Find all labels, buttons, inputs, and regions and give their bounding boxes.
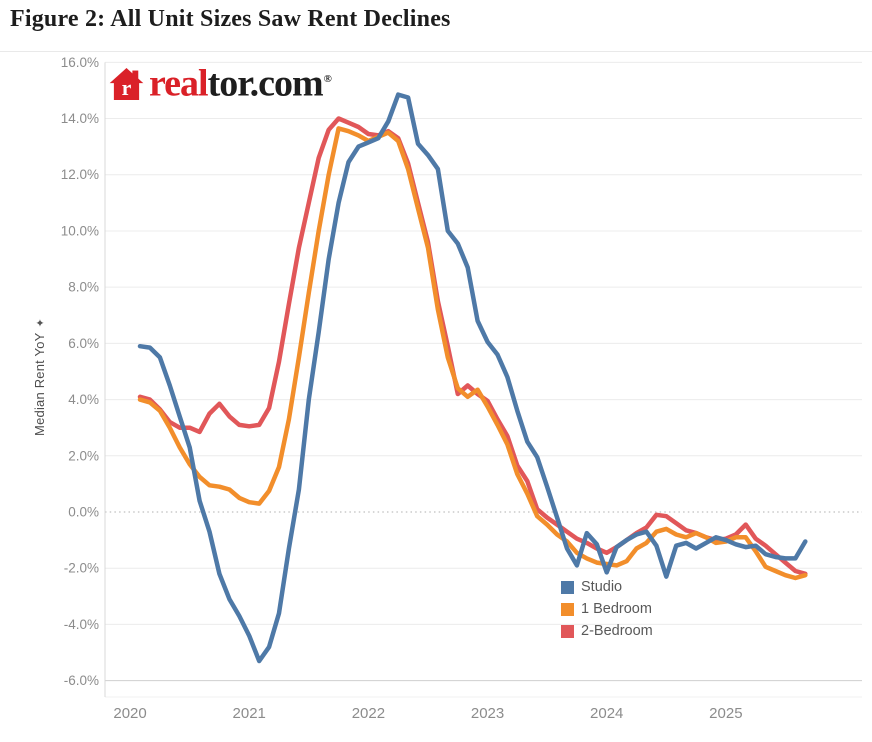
y-axis-title: Median Rent YoY ✦ xyxy=(32,318,47,436)
y-tick-label-12: 12.0% xyxy=(61,167,99,182)
y-tick-label-6: 6.0% xyxy=(68,336,99,351)
logo-word-torcom: tor.com xyxy=(207,62,324,105)
legend-item-2-bedroom[interactable]: 2-Bedroom xyxy=(561,620,653,642)
x-tick-label-2022: 2022 xyxy=(352,705,385,722)
y-tick-label-14: 14.0% xyxy=(61,111,99,126)
legend-label-studio: Studio xyxy=(581,579,623,595)
legend-swatch-1-bedroom xyxy=(561,602,574,616)
legend-item-studio[interactable]: Studio xyxy=(561,576,653,598)
legend-swatch-2-bedroom xyxy=(561,624,574,638)
x-tick-label-2021: 2021 xyxy=(233,705,266,722)
legend-label-1-bedroom: 1 Bedroom xyxy=(581,601,652,617)
logo-house-letter: r xyxy=(122,76,132,100)
series-line-2-bedroom xyxy=(137,116,808,577)
y-tick-label-10: 10.0% xyxy=(61,223,99,238)
pin-icon: ✦ xyxy=(35,318,47,328)
y-tick-label-16: 16.0% xyxy=(61,55,99,70)
y-tick-label-2: 2.0% xyxy=(68,448,99,463)
figure-title: Figure 2: All Unit Sizes Saw Rent Declin… xyxy=(10,6,451,32)
series-line-1-bedroom xyxy=(137,126,808,581)
legend-swatch-studio xyxy=(561,580,574,594)
realtor-com-logo: r realtor.com® xyxy=(108,60,332,105)
y-axis-title-text: Median Rent YoY xyxy=(32,332,47,436)
x-tick-label-2020: 2020 xyxy=(113,705,146,722)
x-tick-label-2024: 2024 xyxy=(590,705,623,722)
y-tick-label-4: 4.0% xyxy=(68,392,99,407)
logo-wordmark: realtor.com® xyxy=(149,60,332,105)
x-tick-label-2023: 2023 xyxy=(471,705,504,722)
legend-item-1-bedroom[interactable]: 1 Bedroom xyxy=(561,598,653,620)
y-tick-label-8: 8.0% xyxy=(68,280,99,295)
y-tick-label--6: -6.0% xyxy=(64,673,99,688)
logo-word-real: real xyxy=(149,62,209,105)
y-tick-label--2: -2.0% xyxy=(64,561,99,576)
realtor-house-icon: r xyxy=(109,67,144,100)
chart-legend: Studio 1 Bedroom 2-Bedroom xyxy=(561,576,653,642)
series-line-studio xyxy=(137,92,808,664)
x-tick-label-2025: 2025 xyxy=(709,705,742,722)
y-tick-label--4: -4.0% xyxy=(64,617,99,632)
registered-trademark-icon: ® xyxy=(323,73,332,85)
legend-label-2-bedroom: 2-Bedroom xyxy=(581,623,653,639)
chart-top-border xyxy=(0,51,872,52)
y-tick-label-0: 0.0% xyxy=(68,505,99,520)
